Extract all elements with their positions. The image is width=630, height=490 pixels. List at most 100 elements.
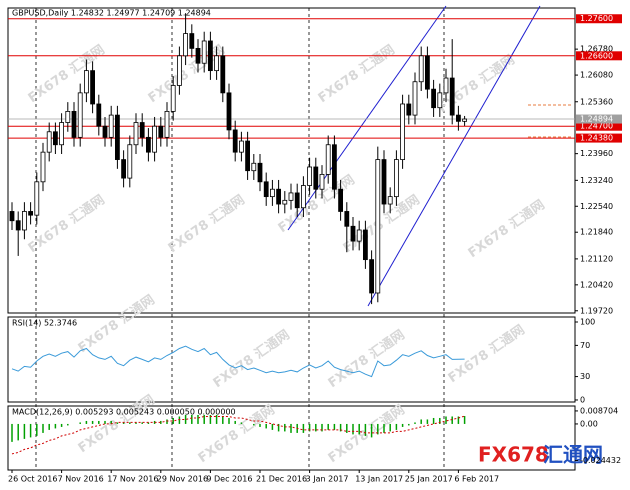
candle-body xyxy=(102,125,108,138)
candle-body xyxy=(350,225,356,242)
candle-body xyxy=(176,55,182,86)
arrows xyxy=(528,104,572,138)
y-tick-label: 1.26080 xyxy=(580,71,613,80)
y-tick-label: 100 xyxy=(580,317,595,326)
level-label: 1.27600 xyxy=(580,14,613,23)
candle-body xyxy=(375,159,381,294)
x-tick-label: 3 Jan 2017 xyxy=(306,475,349,484)
candle-body xyxy=(115,114,120,160)
level-label-box xyxy=(576,14,622,24)
candle-body xyxy=(424,55,430,90)
candle-body xyxy=(96,103,102,127)
candle-body xyxy=(276,188,282,205)
candle-body xyxy=(369,259,375,294)
candle-body xyxy=(53,131,58,146)
rsi-panel xyxy=(7,316,576,403)
candle-body xyxy=(164,110,170,138)
level-label-box xyxy=(576,121,622,131)
x-tick-label: 17 Nov 2016 xyxy=(107,475,158,484)
candle-body xyxy=(331,144,337,190)
candle-body xyxy=(15,220,21,231)
x-tick-label: 9 Dec 2016 xyxy=(206,475,252,484)
level-label: 1.24700 xyxy=(580,122,613,131)
y-tick-label: 1.19720 xyxy=(580,306,613,315)
price-label-box xyxy=(576,114,622,124)
month-separators xyxy=(35,8,445,470)
candle-body xyxy=(226,92,232,131)
candle-body xyxy=(121,159,126,179)
price-label: 1.24894 xyxy=(580,115,613,124)
candle-body xyxy=(443,77,449,94)
candle-body xyxy=(34,181,40,216)
candle-body xyxy=(381,159,387,205)
y-tick-label: 1.21120 xyxy=(580,254,613,263)
x-tick-label: 26 Oct 2016 xyxy=(8,475,57,484)
level-label: 1.26600 xyxy=(580,51,613,60)
candle-body xyxy=(245,140,251,172)
y-tick-label: 30 xyxy=(580,372,590,381)
candle-body xyxy=(139,122,145,138)
candle-body xyxy=(251,162,257,172)
y-tick-label: 0.00 xyxy=(580,419,598,428)
candle-body xyxy=(71,110,77,138)
candle-body xyxy=(462,118,468,122)
y-tick-label: 1.26780 xyxy=(580,45,613,54)
candle-body xyxy=(338,188,344,212)
x-tick-label: 7 Nov 2016 xyxy=(58,475,104,484)
candle-body xyxy=(344,211,350,227)
candle-body xyxy=(170,85,176,112)
candle-body xyxy=(145,136,151,153)
candle-body xyxy=(158,125,164,138)
candle-body xyxy=(313,166,319,190)
y-tick-label: 0 xyxy=(580,395,585,404)
candle-body xyxy=(400,103,406,160)
candle-body xyxy=(431,88,437,109)
candle-body xyxy=(307,166,313,186)
candle-body xyxy=(455,114,461,122)
price-panel xyxy=(7,7,576,314)
candle-body xyxy=(183,33,189,57)
level-label: 1.24380 xyxy=(580,134,613,143)
candle-body xyxy=(406,103,412,116)
candle-body xyxy=(207,40,213,72)
candle-body xyxy=(65,110,71,123)
candle-body xyxy=(238,140,244,153)
candle-body xyxy=(325,144,331,175)
candle-body xyxy=(418,55,424,83)
macd-title: MACD(12,26,9) 0.005293 0.005243 0.000050… xyxy=(12,408,236,417)
candle-body xyxy=(189,33,195,49)
y-tick-label: 0.008704 xyxy=(580,406,618,415)
candle-body xyxy=(412,81,418,116)
candle-body xyxy=(133,122,139,146)
channel-line xyxy=(287,5,447,231)
y-tick-label: 1.20420 xyxy=(580,280,613,289)
logo-brand: FX678 xyxy=(478,443,549,467)
y-tick-label: 1.23960 xyxy=(580,149,613,158)
x-tick-label: 6 Feb 2017 xyxy=(454,475,499,484)
candle-body xyxy=(257,162,263,183)
candle-body xyxy=(214,55,220,72)
candle-body xyxy=(127,144,133,179)
candle-body xyxy=(84,70,89,94)
candle-body xyxy=(108,114,114,138)
candle-body xyxy=(220,55,226,94)
y-tick-label: -0.024432 xyxy=(580,456,621,465)
rsi-title: RSI(14) 52.3746 xyxy=(12,319,77,328)
candle-body xyxy=(282,199,288,205)
candle-body xyxy=(195,47,201,64)
candle-body xyxy=(387,196,393,205)
x-tick-label: 29 Nov 2016 xyxy=(157,475,208,484)
candle-body xyxy=(77,92,83,138)
candle-body xyxy=(90,70,95,105)
y-tick-label: 1.23240 xyxy=(580,176,613,185)
candle-body xyxy=(356,229,362,242)
candle-body xyxy=(40,151,46,183)
candle-body xyxy=(294,192,300,209)
y-tick-label: 1.25360 xyxy=(580,97,613,106)
x-tick-label: 25 Jan 2017 xyxy=(405,475,453,484)
candle-body xyxy=(263,181,269,198)
candle-body xyxy=(46,131,52,153)
candle-body xyxy=(269,188,275,198)
candle-body xyxy=(288,192,294,201)
